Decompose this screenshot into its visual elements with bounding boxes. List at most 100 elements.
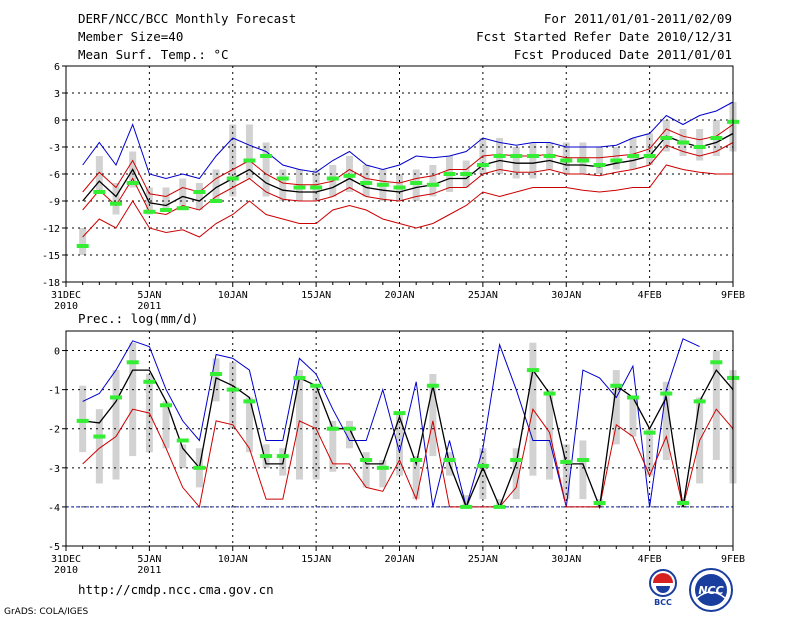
obs-marker [360, 181, 373, 185]
x-tick-sublabel: 2010 [54, 301, 78, 312]
spread-box [362, 165, 370, 197]
spread-box [329, 420, 337, 472]
obs-marker [76, 244, 89, 248]
spread-box [512, 448, 520, 500]
ncc-logo: NCC [689, 568, 733, 612]
spread-box [562, 444, 570, 500]
x-tick-sublabel: 2011 [137, 301, 161, 312]
spread-box [596, 147, 604, 174]
obs-marker [110, 201, 123, 206]
x-tick-label: 5JAN [137, 290, 161, 301]
obs-marker [226, 387, 239, 392]
obs-marker [643, 154, 656, 158]
x-tick-label: 15JAN [301, 290, 331, 301]
x-tick-label: 30JAN [551, 290, 581, 301]
obs-marker [443, 172, 456, 176]
spread-box [612, 147, 620, 170]
spread-box [179, 444, 187, 468]
obs-marker [293, 375, 306, 380]
obs-marker [126, 181, 139, 185]
spread-box [345, 420, 353, 449]
obs-marker [610, 158, 623, 163]
obs-marker [426, 182, 439, 187]
obs-marker [460, 172, 473, 176]
spread-box [112, 370, 120, 480]
obs-marker [260, 454, 273, 459]
series-line-lower [82, 142, 734, 216]
obs-marker [476, 463, 489, 468]
obs-marker [693, 399, 706, 404]
y-tick-label: -15 [42, 251, 60, 262]
spread-box [145, 187, 153, 215]
obs-marker [226, 176, 239, 181]
footer-url[interactable]: http://cmdp.ncc.cma.gov.cn [78, 582, 274, 597]
series-line-mean [82, 368, 734, 510]
obs-marker [160, 403, 173, 408]
grads-credit: GrADS: COLA/IGES [4, 607, 88, 617]
variable-label: Mean Surf. Temp.: °C [78, 47, 229, 62]
ncc-logo-text: NCC [698, 584, 723, 597]
obs-marker [393, 411, 406, 416]
obs-marker [310, 185, 323, 190]
spread-box [462, 495, 470, 507]
obs-marker [560, 158, 573, 163]
forecast-period: For 2011/01/01-2011/02/09 [544, 11, 732, 26]
obs-marker [143, 209, 156, 214]
y-tick-label: 0 [54, 347, 60, 358]
x-tick-label: 20JAN [384, 554, 414, 565]
x-tick-sublabel: 2011 [137, 565, 161, 576]
obs-marker [393, 185, 406, 190]
y-tick-label: 6 [54, 62, 60, 73]
x-tick-label: 25JAN [468, 290, 498, 301]
obs-marker [510, 458, 523, 462]
y-tick-label: -12 [42, 224, 60, 235]
spread-box [162, 187, 170, 210]
obs-marker [210, 199, 223, 203]
x-tick-label: 25JAN [468, 554, 498, 565]
obs-marker [693, 145, 706, 149]
obs-marker [543, 154, 556, 158]
obs-marker [576, 158, 589, 163]
spread-box [629, 397, 637, 437]
y-tick-label: -18 [42, 278, 60, 289]
obs-marker [176, 438, 189, 443]
spread-box [162, 401, 170, 449]
obs-marker [193, 190, 206, 194]
series-line-max [82, 338, 700, 509]
y-tick-label: -3 [48, 143, 60, 154]
obs-marker [326, 426, 339, 431]
y-tick-label: -3 [48, 464, 60, 475]
obs-marker [176, 206, 189, 211]
obs-marker [193, 465, 206, 470]
x-tick-label: 9FEB [721, 290, 745, 301]
x-tick-label: 30JAN [551, 554, 581, 565]
obs-marker [243, 399, 256, 404]
obs-marker [426, 383, 439, 388]
obs-marker [610, 383, 623, 388]
obs-marker [460, 504, 473, 509]
obs-marker [360, 458, 373, 462]
spread-box [479, 448, 487, 500]
spread-box [279, 169, 287, 201]
spread-box [712, 350, 720, 460]
obs-marker [710, 136, 723, 140]
spread-box [262, 142, 270, 197]
obs-marker [493, 154, 506, 158]
spread-box [662, 381, 670, 460]
spread-box [79, 228, 87, 255]
obs-marker [376, 182, 389, 187]
series-line-min [82, 407, 734, 509]
spread-box [295, 370, 303, 480]
obs-marker [143, 379, 156, 384]
spread-box [412, 456, 420, 500]
spread-box [95, 156, 103, 192]
chart-title: DERF/NCC/BCC Monthly Forecast [78, 11, 296, 26]
precip-panel-title: Prec.: log(mm/d) [78, 311, 198, 326]
x-tick-label: 4FEB [638, 290, 662, 301]
spread-box [379, 460, 387, 488]
obs-marker [276, 176, 289, 181]
obs-marker [626, 395, 639, 400]
obs-marker [526, 154, 539, 158]
